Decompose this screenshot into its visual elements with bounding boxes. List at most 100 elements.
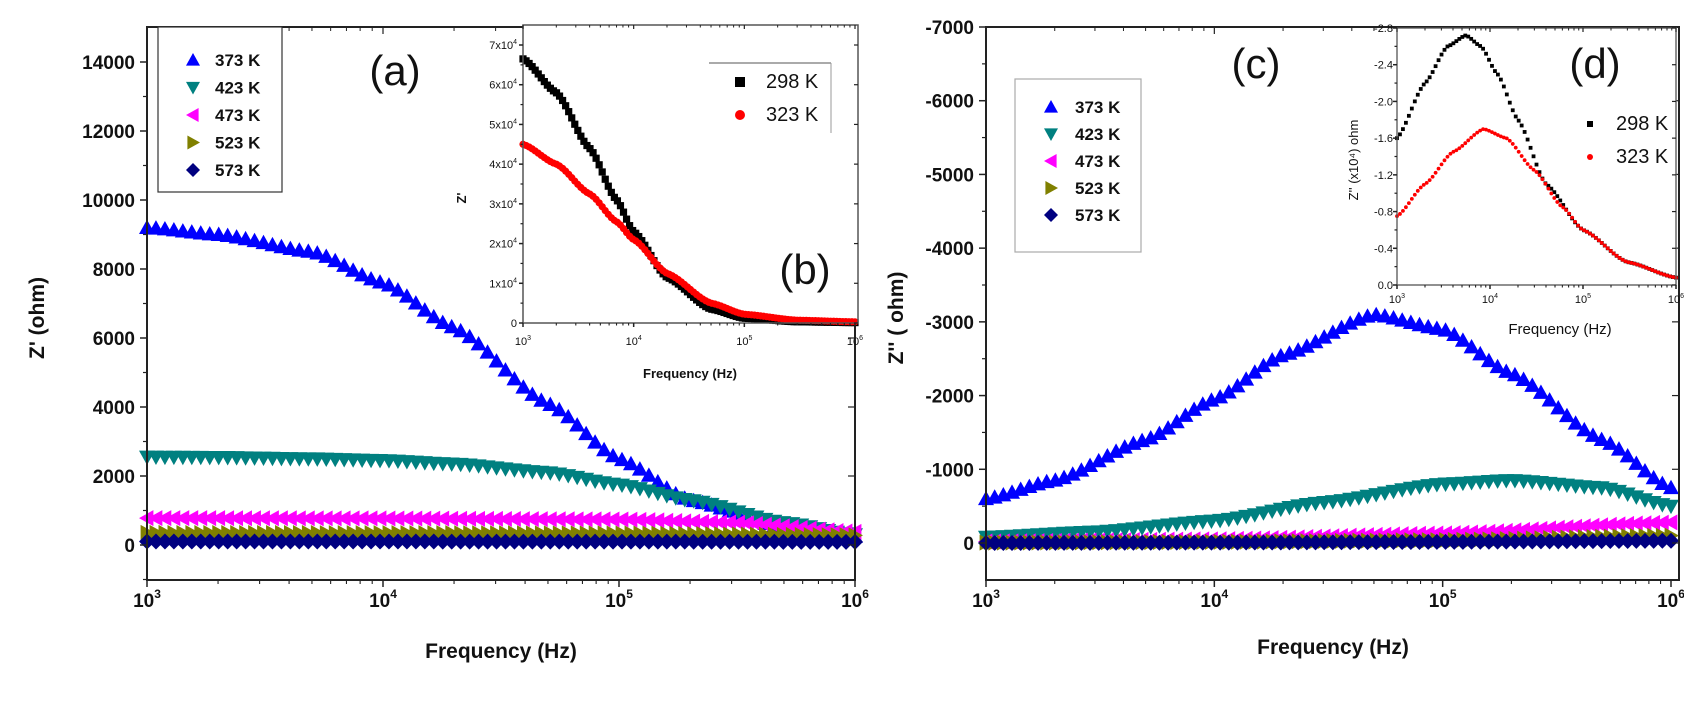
data-point [598, 168, 606, 176]
data-point [228, 510, 244, 527]
data-point [1665, 273, 1669, 278]
data-point [1359, 534, 1376, 551]
data-point [537, 74, 545, 82]
data-point [658, 533, 675, 550]
data-point [1487, 128, 1491, 133]
data-point [1108, 534, 1125, 551]
panel-d-background [1397, 28, 1676, 285]
data-point [1108, 443, 1125, 458]
data-point [246, 510, 261, 527]
data-point [631, 511, 647, 528]
data-point [1617, 256, 1622, 260]
data-point [685, 513, 701, 530]
data-point [1415, 188, 1420, 193]
data-point [497, 362, 514, 377]
data-point [1663, 532, 1679, 549]
data-point [1653, 269, 1658, 274]
x-tick-label: 103 [972, 587, 1000, 612]
data-point [1555, 194, 1560, 199]
data-point [1610, 441, 1627, 456]
data-point [398, 510, 414, 527]
data-point [565, 108, 573, 116]
data-point [601, 175, 609, 183]
data-point [345, 262, 362, 277]
data-point [1654, 475, 1671, 491]
data-point [1584, 427, 1601, 442]
series-323k [1395, 127, 1678, 280]
data-point [174, 510, 190, 527]
data-point [838, 533, 855, 550]
data-point [416, 533, 433, 550]
data-point [1671, 275, 1675, 279]
data-point [1484, 51, 1488, 56]
data-point [1490, 63, 1494, 68]
data-point [1628, 455, 1645, 470]
data-point [407, 510, 423, 527]
panel-c-frame [985, 26, 1680, 581]
legend-entry: 323 K [1587, 146, 1669, 168]
data-point [1567, 415, 1584, 430]
data-point [452, 510, 468, 527]
data-point [555, 92, 564, 100]
data-point [309, 533, 326, 550]
data-point [1290, 342, 1307, 357]
y-tick-label: 3x104 [489, 198, 517, 211]
data-point [631, 461, 648, 476]
data-point [1546, 183, 1551, 188]
data-point [569, 417, 586, 432]
data-point [282, 533, 299, 550]
data-point [1498, 77, 1503, 82]
data-point [820, 533, 837, 550]
data-point [560, 533, 577, 550]
data-point [1608, 249, 1613, 253]
legend-marker-icon [1044, 100, 1058, 113]
data-point [676, 533, 693, 550]
data-point [488, 533, 505, 550]
x-tick-label: 106 [847, 335, 863, 348]
data-point [1593, 235, 1598, 240]
data-point [1412, 99, 1417, 104]
legend-marker-icon [186, 53, 200, 66]
data-point [237, 230, 254, 246]
data-point [574, 126, 582, 135]
panel-c-label: (c) [1232, 40, 1281, 87]
legend-entry: 473 K [186, 106, 261, 125]
legend-label: 473 K [1075, 152, 1121, 171]
legend-label: 423 K [1075, 125, 1121, 144]
data-point [595, 161, 603, 169]
data-point [1528, 145, 1533, 150]
data-point [228, 533, 245, 550]
data-point [1466, 34, 1471, 39]
y-tick-label: 1x104 [489, 277, 517, 290]
data-point [1342, 534, 1359, 551]
data-point [1489, 533, 1506, 550]
data-point [1620, 257, 1625, 262]
y-tick-label: 6x104 [489, 79, 517, 92]
data-point [1433, 64, 1438, 69]
legend-label: 298 K [766, 71, 819, 93]
data-point [1475, 130, 1480, 135]
y-tick-label: -0.4 [1374, 243, 1393, 255]
data-point [497, 510, 512, 527]
data-point [1522, 158, 1527, 163]
data-point [1481, 127, 1485, 132]
data-point [1212, 388, 1229, 404]
data-point [1469, 135, 1474, 140]
data-point [1246, 364, 1263, 379]
data-point [1454, 39, 1459, 44]
data-point [1012, 534, 1029, 551]
y-tick-label: -2.0 [1374, 96, 1393, 108]
data-point [515, 533, 532, 550]
data-point [1333, 534, 1350, 551]
data-point [210, 510, 226, 527]
legend-entry: 298 K [735, 71, 819, 93]
y-tick-label: 12000 [82, 122, 135, 143]
data-point [1168, 534, 1185, 551]
legend-entry: 573 K [186, 161, 261, 180]
panel-c-xlabel: Frequency (Hz) [1257, 636, 1409, 659]
legend-marker-icon [186, 163, 200, 177]
panel-b-frame [522, 24, 859, 324]
data-point [363, 271, 380, 286]
data-point [1203, 534, 1220, 551]
